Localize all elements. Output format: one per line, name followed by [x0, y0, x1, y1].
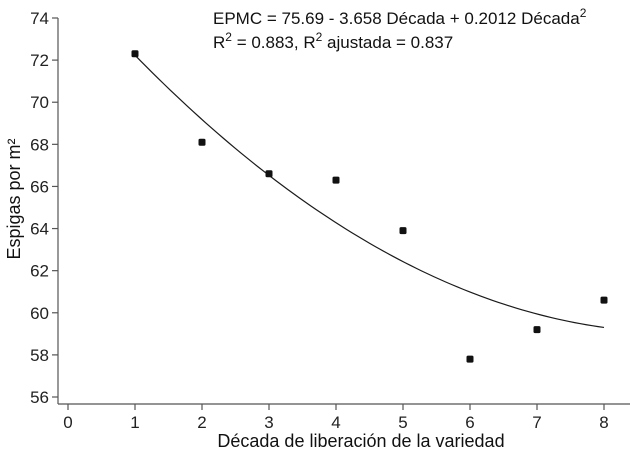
- x-tick-label: 1: [130, 413, 139, 432]
- data-point: [332, 176, 340, 184]
- y-tick-label: 72: [30, 51, 49, 70]
- equation-annotation: EPMC = 75.69 - 3.658 Década + 0.2012 Déc…: [213, 6, 587, 28]
- x-tick-label: 8: [599, 413, 608, 432]
- r2-symbol: R: [213, 33, 225, 52]
- data-point: [131, 50, 139, 58]
- y-tick-label: 56: [30, 388, 49, 407]
- data-point: [198, 138, 206, 146]
- data-point: [600, 296, 608, 304]
- y-tick-label: 70: [30, 93, 49, 112]
- r2-value: = 0.883, R: [232, 33, 316, 52]
- equation-superscript: 2: [580, 6, 587, 20]
- x-tick-label: 4: [331, 413, 340, 432]
- y-axis-title: Espigas por m²: [4, 138, 24, 259]
- y-tick-label: 74: [30, 9, 49, 28]
- data-point: [265, 170, 273, 178]
- data-point: [466, 355, 474, 363]
- x-tick-label: 5: [398, 413, 407, 432]
- x-tick-label: 0: [63, 413, 72, 432]
- x-axis-title: Década de liberación de la variedad: [217, 431, 504, 451]
- x-tick-label: 7: [532, 413, 541, 432]
- fit-curve-group: [134, 54, 605, 329]
- x-tick-label: 6: [465, 413, 474, 432]
- r2-adj-value: ajustada = 0.837: [322, 33, 453, 52]
- r-squared-annotation: R2 = 0.883, R2 ajustada = 0.837: [213, 30, 453, 52]
- r2-superscript: 2: [225, 30, 232, 44]
- y-tick-label: 64: [30, 220, 49, 239]
- equation-text: EPMC = 75.69 - 3.658 Década + 0.2012 Déc…: [213, 9, 580, 28]
- x-tick-label: 3: [264, 413, 273, 432]
- y-tick-label: 62: [30, 262, 49, 281]
- data-points: [131, 50, 608, 363]
- x-tick-label: 2: [197, 413, 206, 432]
- y-tick-label: 68: [30, 135, 49, 154]
- y-tick-label: 60: [30, 304, 49, 323]
- y-tick-label: 58: [30, 346, 49, 365]
- data-point: [533, 326, 541, 334]
- y-tick-label: 66: [30, 177, 49, 196]
- data-point: [399, 227, 407, 235]
- fit-curve: [134, 54, 605, 329]
- r2-adj-superscript: 2: [316, 30, 323, 44]
